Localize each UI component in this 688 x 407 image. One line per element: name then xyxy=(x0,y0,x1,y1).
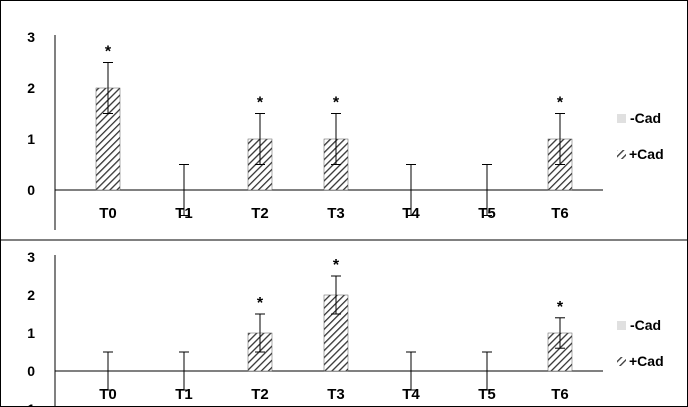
legend-swatch-minus-cad xyxy=(617,321,626,330)
significance-star: * xyxy=(333,95,340,112)
legend-swatch-plus-cad xyxy=(617,150,626,159)
category-label: T6 xyxy=(551,205,569,222)
y-tick-label: 1 xyxy=(27,325,35,341)
significance-star: * xyxy=(257,95,264,112)
significance-star: * xyxy=(557,95,564,112)
legend-label-minus-cad: -Cad xyxy=(630,110,661,126)
legend: -Cad +Cad xyxy=(617,317,664,369)
legend-swatch-plus-cad xyxy=(617,357,626,366)
category-label: T0 xyxy=(99,386,117,403)
y-tick-label: 2 xyxy=(27,287,35,303)
chart-panel-1: 0 1 2 3 * T0 T1 * T2 * T3 T4 T5 * T6 -Cad +Cad xyxy=(27,29,664,230)
category-label: T2 xyxy=(251,386,269,403)
significance-star: * xyxy=(105,44,112,61)
category-label: T1 xyxy=(175,205,193,222)
category-label: T2 xyxy=(251,205,269,222)
legend-label-plus-cad: +Cad xyxy=(629,353,664,369)
y-tick-label: 3 xyxy=(27,29,35,45)
category-label: T3 xyxy=(327,205,345,222)
significance-star: * xyxy=(333,257,340,274)
y-tick-label: 3 xyxy=(27,249,35,265)
y-tick-label: 1 xyxy=(27,131,35,147)
category-label: T4 xyxy=(402,386,420,403)
category-label: T0 xyxy=(99,205,117,222)
y-tick-label: 0 xyxy=(27,363,35,379)
y-tick-label: 0 xyxy=(27,182,35,198)
category-label: T5 xyxy=(478,386,496,403)
legend-swatch-minus-cad xyxy=(617,114,626,123)
legend: -Cad +Cad xyxy=(617,110,664,162)
y-tick-label: 2 xyxy=(27,80,35,96)
legend-label-plus-cad: +Cad xyxy=(629,146,664,162)
significance-star: * xyxy=(257,295,264,312)
legend-label-minus-cad: -Cad xyxy=(630,317,661,333)
category-label: T6 xyxy=(551,386,569,403)
significance-star: * xyxy=(557,299,564,316)
category-label: T3 xyxy=(327,386,345,403)
chart-panel-2: 1 0 1 2 3 T0 T1 * T2 * T3 T4 T5 * T6 -Cad +Cad xyxy=(27,249,664,406)
y-tick-label: 1 xyxy=(27,401,35,406)
category-label: T4 xyxy=(402,205,420,222)
category-label: T1 xyxy=(175,386,193,403)
category-label: T5 xyxy=(478,205,496,222)
